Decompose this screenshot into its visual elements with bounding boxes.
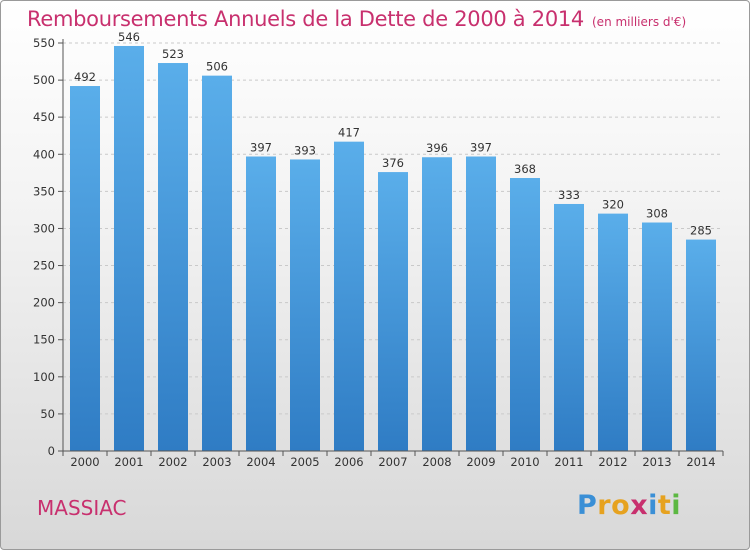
chart-unit: (en milliers d'€) — [592, 15, 687, 29]
bar-value-label: 333 — [558, 188, 580, 202]
y-tick-label: 50 — [40, 407, 55, 421]
bar-value-label: 397 — [250, 140, 272, 154]
x-tick-label: 2004 — [246, 455, 275, 469]
bar-value-label: 506 — [206, 60, 228, 74]
bar-value-label: 417 — [338, 126, 360, 140]
bar-value-label: 320 — [602, 198, 624, 212]
y-tick-label: 300 — [33, 221, 55, 235]
bar-chart: 0 50 100 150 200 250 300 350 400 450 500 550 492 546… — [33, 30, 724, 469]
y-tick-label: 550 — [33, 36, 55, 50]
bar — [466, 156, 496, 452]
bar-value-label: 546 — [118, 30, 140, 44]
x-tick-label: 2002 — [158, 455, 187, 469]
x-tick-label: 2012 — [598, 455, 627, 469]
bar — [422, 157, 452, 452]
bar — [290, 159, 320, 451]
bar — [202, 75, 232, 451]
y-axis: 0 50 100 150 200 250 300 350 400 450 500 550 — [33, 36, 64, 458]
logo-letter: o — [611, 490, 631, 521]
x-tick-label: 2011 — [554, 455, 583, 469]
x-tick-label: 2000 — [70, 455, 99, 469]
bar — [378, 172, 408, 452]
bar — [334, 141, 364, 452]
commune-name: MASSIAC — [37, 496, 127, 520]
y-tick-label: 450 — [33, 110, 55, 124]
bar-value-label: 396 — [426, 141, 448, 155]
chart-title: Remboursements Annuels de la Dette de 20… — [27, 7, 686, 31]
y-tick-label: 500 — [33, 73, 55, 87]
logo-letter: i — [671, 490, 682, 521]
logo-letter: P — [577, 490, 598, 521]
x-tick-label: 2010 — [510, 455, 539, 469]
x-tick-label: 2006 — [334, 455, 363, 469]
x-tick-label: 2008 — [422, 455, 451, 469]
bar — [510, 178, 540, 451]
bar — [554, 203, 584, 451]
y-tick-label: 350 — [33, 184, 55, 198]
x-tick-label: 2001 — [114, 455, 143, 469]
bar-value-label: 393 — [294, 143, 316, 157]
x-tick-label: 2013 — [642, 455, 671, 469]
y-tick-label: 200 — [33, 296, 55, 310]
bar-value-label: 523 — [162, 47, 184, 61]
logo-letter: t — [657, 490, 672, 521]
bar — [686, 239, 716, 451]
bar — [70, 86, 100, 451]
bar — [158, 63, 188, 452]
logo-letter: r — [597, 490, 612, 521]
bar-value-label: 492 — [74, 70, 96, 84]
x-tick-label: 2009 — [466, 455, 495, 469]
bar — [114, 45, 144, 451]
proxiti-logo[interactable]: Proxiti — [577, 490, 681, 521]
x-tick-label: 2007 — [378, 455, 407, 469]
bar — [246, 156, 276, 452]
chart-title-text: Remboursements Annuels de la Dette de 20… — [27, 7, 584, 31]
bar-value-label: 368 — [514, 162, 536, 176]
y-tick-label: 250 — [33, 259, 55, 273]
bar-value-label: 308 — [646, 207, 668, 221]
y-tick-label: 400 — [33, 147, 55, 161]
bar-value-label: 285 — [690, 224, 712, 238]
bar-value-label: 397 — [470, 140, 492, 154]
bars: 492 546 523 506 397 393 417 376 396 397 368 333 320 3… — [70, 30, 716, 452]
bar — [642, 222, 672, 451]
logo-letter: i — [648, 490, 658, 521]
bar-value-label: 376 — [382, 156, 404, 170]
x-tick-label: 2003 — [202, 455, 231, 469]
logo-letter: x — [630, 490, 649, 521]
y-tick-label: 150 — [33, 333, 55, 347]
y-tick-label: 100 — [33, 370, 55, 384]
y-tick-label: 0 — [48, 444, 55, 458]
bar — [598, 213, 628, 451]
x-axis: 2000 2001 2002 2003 2004 2005 2006 2007 2008 2009… — [62, 450, 724, 469]
x-tick-label: 2005 — [290, 455, 319, 469]
x-tick-label: 2014 — [686, 455, 715, 469]
